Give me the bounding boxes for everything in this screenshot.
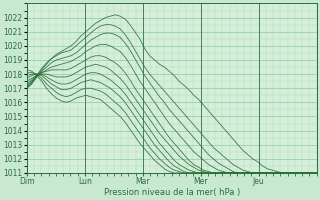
X-axis label: Pression niveau de la mer( hPa ): Pression niveau de la mer( hPa ) (104, 188, 240, 197)
